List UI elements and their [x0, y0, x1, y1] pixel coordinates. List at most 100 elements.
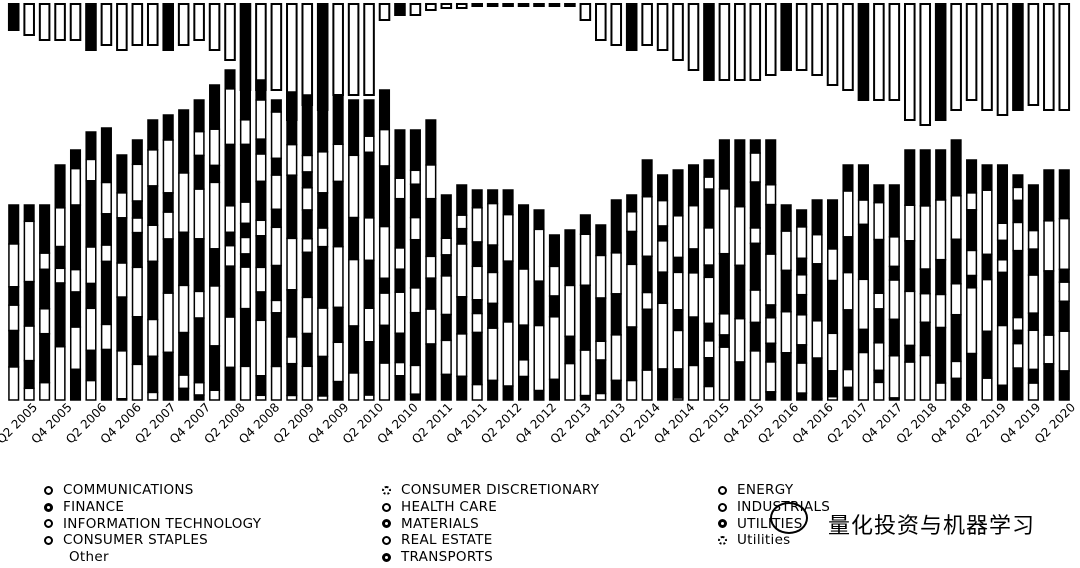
bar-segment [394, 361, 406, 377]
legend-item: COMMUNICATIONS [44, 482, 261, 499]
bar-segment [224, 265, 236, 318]
bar-segment [595, 392, 607, 401]
bar-segment [626, 263, 638, 328]
bar-segment [255, 394, 267, 401]
bar-segment [966, 352, 978, 401]
bar-segment [409, 169, 421, 185]
legend-item: INFORMATION TECHNOLOGY [44, 516, 261, 533]
bar-segment [301, 171, 313, 189]
legend-label: Utilities [737, 532, 791, 549]
legend-item: CONSUMER DISCRETIONARY [382, 482, 599, 499]
bar-segment [950, 360, 962, 380]
bar-segment [39, 204, 51, 254]
bar-segment [131, 363, 143, 401]
bar-segment [39, 332, 51, 384]
bar-segment [193, 381, 205, 396]
bar-segment [595, 340, 607, 361]
upper-bar [656, 3, 669, 51]
bar-segment [749, 181, 761, 229]
bar-segment [842, 271, 854, 311]
bar-segment [100, 348, 112, 401]
bar-segment [193, 290, 205, 319]
upper-bar [1027, 3, 1040, 106]
bar-segment [224, 143, 236, 207]
bar-segment [518, 375, 530, 401]
legend-column-1: COMMUNICATIONS FINANCE INFORMATION TECHNOL… [44, 482, 261, 566]
bar-segment [332, 94, 344, 146]
bar-segment [255, 99, 267, 140]
bar-segment [39, 308, 51, 335]
bar-segment [301, 296, 313, 335]
bar-segment [286, 174, 298, 240]
upper-bar [270, 3, 283, 91]
bar-segment [857, 199, 869, 226]
bar-segment [919, 268, 931, 295]
bar-segment [579, 214, 591, 236]
upper-bar [394, 3, 406, 16]
upper-bar [301, 3, 314, 106]
bar-segment [996, 259, 1009, 274]
upper-bar [965, 3, 978, 101]
bar-segment [23, 387, 35, 401]
bar-segment [672, 215, 684, 259]
bar-segment [734, 361, 746, 401]
bar-segment [1027, 274, 1039, 314]
bar-segment [440, 373, 452, 401]
bar-segment [69, 204, 82, 271]
legend-label: INFORMATION TECHNOLOGY [63, 515, 262, 532]
bar-segment [39, 381, 51, 401]
bar-segment [85, 158, 97, 182]
bar-segment [873, 292, 885, 310]
bar-segment [1058, 169, 1070, 220]
bar-segment [996, 239, 1009, 261]
bar-segment [502, 385, 514, 401]
bar-segment [842, 368, 854, 389]
bar-segment [162, 211, 174, 240]
bar-segment [69, 268, 82, 293]
bar-segment [1027, 184, 1039, 232]
bar-segment [703, 188, 715, 229]
bar-segment [332, 380, 344, 401]
upper-bar [641, 3, 653, 46]
bar-segment [502, 321, 514, 387]
bar-segment [1027, 329, 1039, 371]
bar-segment [502, 189, 514, 216]
bar-segment [935, 149, 947, 201]
bar-segment [394, 375, 406, 401]
legend-label: MATERIALS [401, 515, 479, 532]
bar-segment [765, 139, 777, 186]
bar-segment [811, 320, 823, 359]
bar-segment [842, 190, 854, 238]
bar-segment [270, 174, 282, 211]
bar-segment [394, 247, 406, 270]
bar-segment [456, 184, 468, 216]
bar-segment [471, 331, 483, 386]
bar-segment [765, 361, 777, 393]
bar-segment [85, 307, 97, 352]
bar-segment [718, 334, 730, 348]
bar-segment [209, 128, 221, 167]
bar-segment [888, 279, 900, 321]
bar-segment [826, 199, 839, 250]
bar-segment [888, 355, 900, 399]
bar-segment [579, 284, 591, 351]
bar-segment [85, 282, 97, 310]
bar-segment [100, 323, 112, 351]
bar-segment [270, 312, 282, 368]
bar-segment [409, 216, 421, 241]
bar-segment [69, 291, 82, 328]
bar-segment [147, 391, 159, 401]
bar-segment [1043, 270, 1055, 336]
bar-segment [904, 344, 916, 363]
upper-bar [332, 3, 344, 96]
bar-segment [286, 143, 298, 176]
bar-segment [966, 287, 978, 355]
bar-segment [1027, 368, 1039, 384]
bar-segment [703, 356, 715, 388]
upper-bar-row [7, 3, 1071, 126]
bar-segment [796, 314, 808, 346]
bar-segment [409, 183, 421, 219]
upper-bar [85, 3, 97, 51]
bar-segment [54, 164, 66, 209]
bar-segment [85, 379, 97, 401]
